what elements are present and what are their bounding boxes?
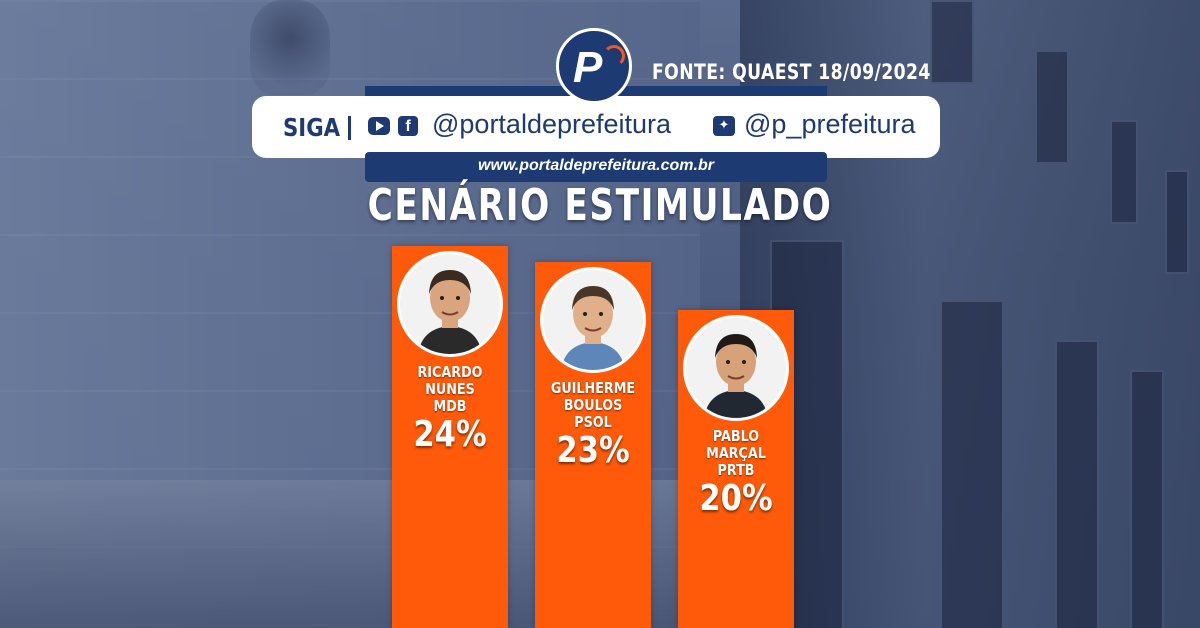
- website-bar: [365, 152, 827, 182]
- source-label: FONTE: QUAEST 18/09/2024: [652, 60, 931, 84]
- vote-percentage: 20%: [699, 478, 773, 519]
- candidate-party: PSOL: [574, 413, 612, 432]
- website-url[interactable]: www.portaldeprefeitura.com.br: [478, 157, 714, 174]
- portal-logo: P: [556, 28, 632, 104]
- vote-percentage: 24%: [413, 414, 487, 456]
- facebook-icon[interactable]: f: [398, 116, 418, 136]
- building-crest: [250, 0, 330, 95]
- candidate-label: PABLO MARÇAL PRTB: [685, 428, 787, 479]
- candidate-party: MDB: [433, 397, 467, 416]
- candidate-name: PABLO MARÇAL: [706, 427, 766, 462]
- candidate-label: GUILHERME BOULOS PSOL: [542, 380, 644, 431]
- building-window: [940, 300, 1004, 628]
- building-window: [1055, 340, 1099, 628]
- building-window: [930, 0, 974, 84]
- social-banner: [252, 96, 940, 158]
- candidate-name: GUILHERME BOULOS: [550, 379, 636, 415]
- candidate-party: PRTB: [717, 461, 755, 479]
- candidate-label: RICARDO NUNES MDB: [399, 364, 501, 415]
- building-window: [1035, 50, 1069, 164]
- youtube-icon[interactable]: [368, 117, 390, 135]
- building-window: [1110, 120, 1138, 224]
- candidate-photo: [683, 315, 789, 421]
- follow-label: SIGA: [283, 113, 341, 142]
- candidate-photo: [397, 251, 503, 358]
- twitter-handle[interactable]: @p_prefeitura: [744, 109, 916, 139]
- twitter-icon[interactable]: ✦: [713, 116, 735, 136]
- logo-letter-icon: P: [573, 43, 603, 92]
- signal-wave-icon: [603, 45, 625, 67]
- building-window: [1130, 370, 1164, 628]
- candidate-photo: [540, 267, 646, 374]
- facebook-handle[interactable]: @portaldeprefeitura: [432, 109, 672, 139]
- vote-percentage: 23%: [556, 430, 630, 472]
- candidate-name: RICARDO NUNES: [417, 363, 483, 399]
- chart-title: CENÁRIO ESTIMULADO: [367, 180, 833, 231]
- building-window: [1165, 170, 1189, 274]
- separator: [348, 116, 351, 140]
